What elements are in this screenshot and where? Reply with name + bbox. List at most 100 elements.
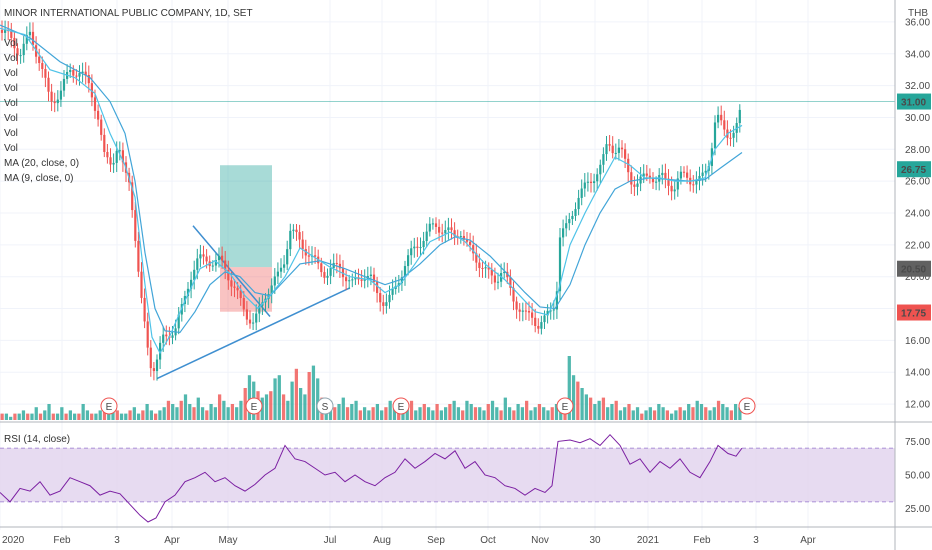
candle-body: [388, 294, 391, 303]
candle-body: [112, 162, 115, 165]
x-tick-label: May: [219, 535, 238, 546]
volume-bar: [414, 410, 418, 420]
candle-body: [72, 69, 75, 76]
candle-body: [568, 219, 571, 224]
candle-body: [633, 184, 636, 187]
volume-bar: [601, 397, 606, 420]
x-tick-label: 2020: [2, 535, 25, 546]
candle-body: [673, 189, 676, 192]
volume-bar: [213, 407, 217, 420]
candle-body: [422, 240, 425, 248]
volume-bar: [90, 413, 94, 420]
volume-bar: [277, 375, 281, 420]
price-label: 26.75: [901, 165, 926, 176]
volume-bar: [495, 407, 499, 420]
candle-body: [664, 172, 667, 179]
candle-body: [345, 277, 348, 282]
indicator-label[interactable]: Vol: [4, 38, 18, 49]
volume-bar: [281, 394, 286, 420]
volume-bar: [367, 410, 371, 420]
candle-body: [62, 78, 66, 91]
volume-bar: [179, 400, 183, 420]
volume-bar: [426, 407, 431, 420]
candle-body: [701, 172, 704, 176]
candle-body: [329, 268, 332, 276]
volume-bar: [614, 400, 618, 420]
volume-bar: [26, 413, 30, 420]
volume-bar: [98, 410, 102, 420]
indicator-label[interactable]: Vol: [4, 143, 18, 154]
candle-body: [382, 302, 385, 306]
indicator-legend[interactable]: MINOR INTERNATIONAL PUBLIC COMPANY, 1D, …: [4, 8, 253, 184]
candle-body: [611, 145, 614, 154]
volume-bar: [333, 407, 337, 420]
volume-bar: [171, 404, 175, 420]
candle-body: [459, 236, 462, 238]
volume-bar: [503, 397, 507, 420]
indicator-label[interactable]: Vol: [4, 113, 18, 124]
price-label-box: [897, 93, 931, 110]
volume-bar: [486, 404, 490, 420]
candle-body: [233, 286, 236, 288]
volume-bar: [294, 368, 299, 420]
volume-bar: [154, 413, 158, 420]
candle-body: [13, 37, 16, 49]
candle-body: [348, 280, 351, 282]
volume-bar: [102, 410, 107, 420]
volume-bar: [661, 407, 665, 420]
candle-body: [583, 182, 586, 189]
candle-body: [713, 122, 717, 149]
candle-body: [462, 236, 465, 240]
volume-bar: [392, 404, 397, 420]
candle-body: [134, 210, 137, 241]
volume-bar: [593, 404, 597, 420]
candle-body: [472, 245, 475, 254]
volume-bar: [119, 413, 124, 420]
candle-body: [252, 322, 255, 324]
candle-body: [69, 69, 72, 73]
volume-bar: [34, 407, 38, 420]
candle-body: [512, 287, 515, 302]
candle-body: [165, 334, 168, 337]
y-tick-label: 20.00: [905, 272, 930, 283]
candle-body: [540, 322, 543, 329]
candle-body: [22, 43, 25, 56]
indicator-label[interactable]: Vol: [4, 83, 18, 94]
trendline: [156, 287, 351, 380]
candle-body: [298, 232, 301, 240]
candle-body: [372, 274, 376, 283]
candle-body: [695, 180, 698, 185]
candle-body: [162, 334, 165, 343]
candle-body: [103, 134, 106, 152]
candle-body: [605, 144, 608, 155]
candle-body: [419, 247, 422, 249]
volume-bar: [580, 388, 584, 420]
volume-bar: [546, 410, 550, 420]
volume-bar: [94, 413, 98, 420]
indicator-label[interactable]: Vol: [4, 128, 18, 139]
volume-bar: [520, 407, 525, 420]
candle-body: [555, 291, 558, 310]
volume-bar: [260, 397, 264, 420]
indicator-label[interactable]: Vol: [4, 53, 18, 64]
indicator-label[interactable]: MA (9, close, 0): [4, 173, 73, 184]
candle-body: [434, 223, 438, 227]
x-tick-label: Nov: [531, 535, 549, 546]
event-marker: [738, 397, 756, 415]
indicator-label[interactable]: MA (20, close, 0): [4, 158, 79, 169]
volume-bar: [350, 404, 354, 420]
volume-bar: [439, 410, 443, 420]
x-tick-label: Jul: [324, 535, 337, 546]
candle-body: [475, 253, 478, 263]
volume-bar: [311, 365, 316, 420]
indicator-label[interactable]: Vol: [4, 98, 18, 109]
rsi-pane[interactable]: 25.00 50.00 75.00: [0, 433, 930, 523]
y-tick-label: 22.00: [905, 240, 930, 251]
candle-body: [732, 132, 735, 138]
candle-body: [177, 314, 180, 329]
volume-bar: [422, 404, 426, 420]
indicator-label[interactable]: Vol: [4, 68, 18, 79]
volume-bar: [725, 407, 729, 420]
